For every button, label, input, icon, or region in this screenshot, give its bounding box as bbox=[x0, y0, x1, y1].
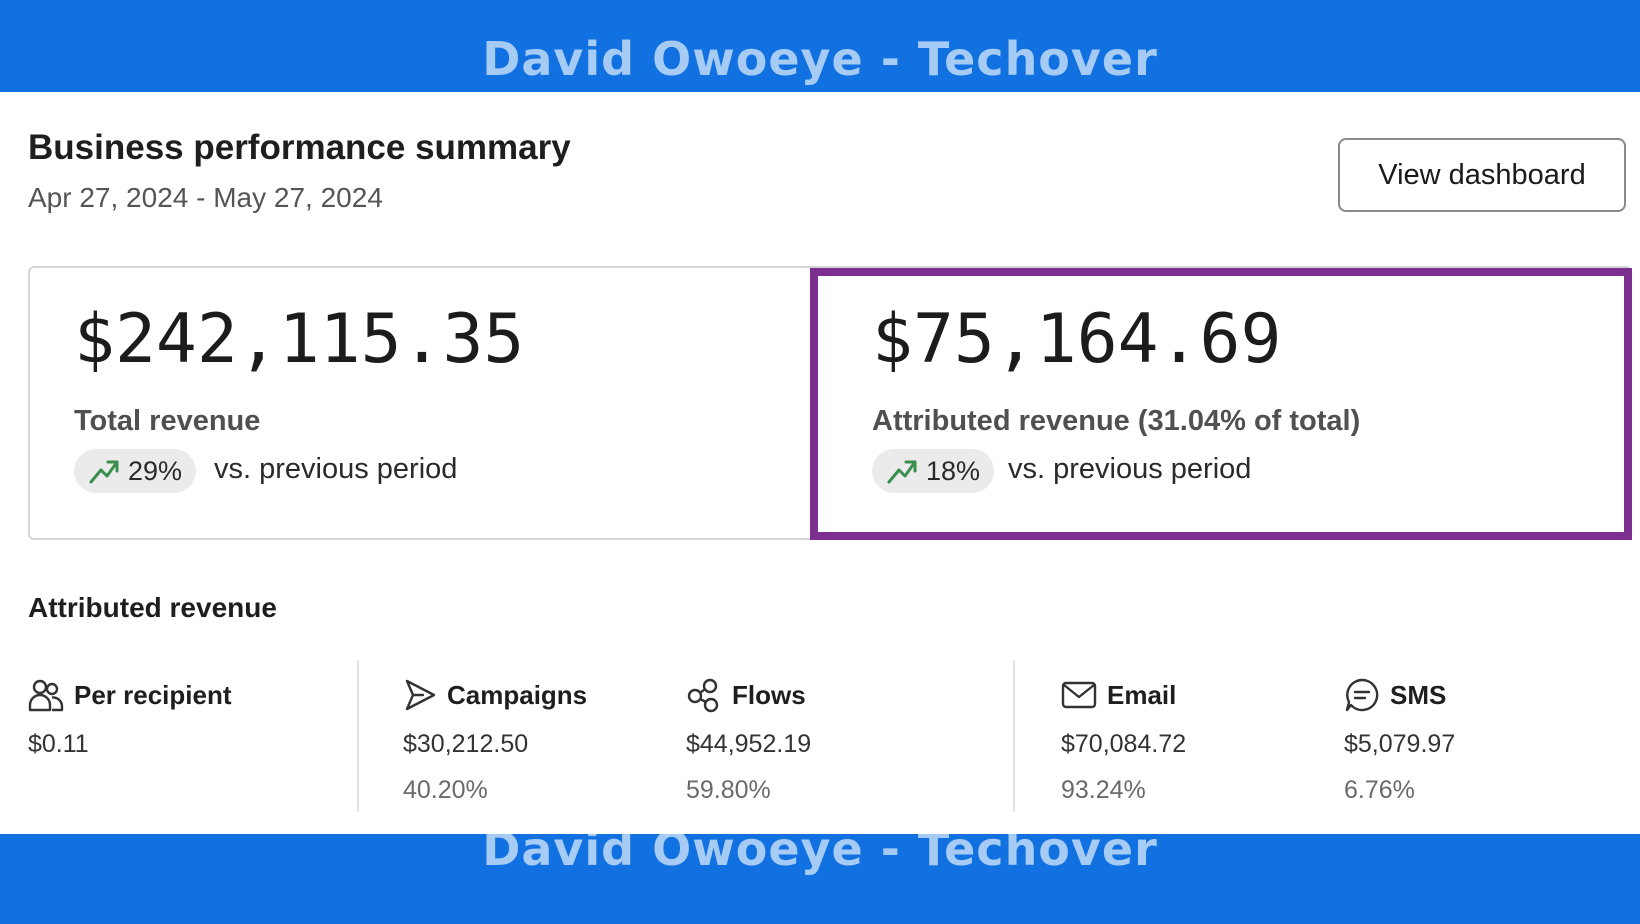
stat-value: $0.11 bbox=[28, 730, 89, 758]
stat-flows: Flows $44,952.19 59.80% bbox=[686, 676, 811, 804]
stat-percent: 59.80% bbox=[686, 776, 771, 804]
attributed-revenue-comparison: vs. previous period bbox=[1008, 453, 1252, 485]
view-dashboard-button[interactable]: View dashboard bbox=[1338, 138, 1626, 212]
stat-sms: SMS $5,079.97 6.76% bbox=[1344, 676, 1455, 804]
divider bbox=[357, 660, 359, 812]
total-revenue-change-badge: 29% bbox=[74, 449, 197, 493]
stat-percent: 6.76% bbox=[1344, 776, 1415, 804]
stat-value: $5,079.97 bbox=[1344, 730, 1456, 758]
watermark-text: David Owoeye - Techover bbox=[482, 32, 1158, 86]
trending-up-icon bbox=[89, 460, 119, 484]
watermark-banner-top: David Owoeye - Techover bbox=[0, 0, 1640, 92]
flows-icon bbox=[687, 678, 719, 713]
stat-label: SMS bbox=[1390, 679, 1447, 710]
attributed-revenue-highlight bbox=[810, 268, 1632, 540]
total-revenue-change: 29% bbox=[128, 455, 183, 486]
stat-percent: 40.20% bbox=[403, 776, 488, 804]
stat-email: Email $70,084.72 93.24% bbox=[1061, 676, 1186, 805]
send-icon bbox=[405, 679, 436, 711]
stat-value: $44,952.19 bbox=[686, 730, 812, 758]
stat-per-recipient: Per recipient $0.11 bbox=[28, 676, 232, 759]
date-range: Apr 27, 2024 - May 27, 2024 bbox=[28, 182, 383, 213]
stat-value: $30,212.50 bbox=[403, 730, 529, 758]
attributed-revenue-change: 18% bbox=[926, 455, 981, 486]
mail-icon bbox=[1061, 681, 1097, 709]
stat-label: Flows bbox=[732, 679, 806, 710]
trending-up-icon bbox=[887, 460, 917, 484]
stat-label: Email bbox=[1107, 679, 1177, 710]
watermark-text: David Owoeye - Techover bbox=[482, 834, 1158, 876]
total-revenue-value: $242,115.35 bbox=[74, 300, 525, 379]
chat-icon bbox=[1345, 678, 1379, 712]
page-title: Business performance summary bbox=[28, 128, 571, 167]
stat-label: Per recipient bbox=[74, 679, 232, 710]
attributed-revenue-value: $75,164.69 bbox=[872, 300, 1282, 379]
stat-label: Campaigns bbox=[447, 679, 588, 710]
total-revenue-label: Total revenue bbox=[74, 405, 261, 437]
stat-percent: 93.24% bbox=[1061, 776, 1146, 804]
users-icon bbox=[28, 679, 64, 712]
watermark-banner-bottom: David Owoeye - Techover bbox=[0, 834, 1640, 924]
stat-campaigns: Campaigns $30,212.50 40.20% bbox=[403, 676, 588, 805]
attributed-revenue-section-title: Attributed revenue bbox=[28, 592, 277, 623]
total-revenue-comparison: vs. previous period bbox=[214, 453, 458, 485]
attributed-revenue-label: Attributed revenue (31.04% of total) bbox=[872, 405, 1361, 437]
divider bbox=[1013, 660, 1015, 812]
attributed-revenue-change-badge: 18% bbox=[872, 449, 995, 493]
stat-value: $70,084.72 bbox=[1061, 730, 1187, 758]
